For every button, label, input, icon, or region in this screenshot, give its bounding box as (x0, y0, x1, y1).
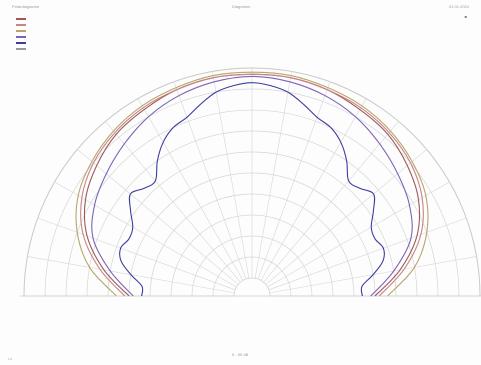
legend-swatch (16, 29, 26, 32)
grid-spoke (137, 98, 244, 281)
series-line (75, 71, 429, 297)
legend-swatch (16, 47, 26, 50)
legend-item (16, 46, 27, 51)
legend-swatch (16, 41, 26, 44)
grid-spoke (54, 181, 237, 288)
header-left-label: Polardiagramm (12, 4, 40, 9)
header-right-label: 01.01.2024 (448, 4, 469, 9)
legend-swatch (16, 23, 26, 26)
legend-item (16, 40, 27, 45)
scale-label: 0 - 90 dB (232, 352, 249, 357)
legend (16, 16, 27, 52)
legend-swatch (16, 17, 26, 20)
grid-spoke (37, 217, 236, 291)
grid-spoke (212, 71, 250, 279)
series-line (80, 73, 424, 297)
legend-item (16, 34, 27, 39)
grid-spoke (173, 81, 247, 280)
legend-swatch (16, 35, 26, 38)
legend-item (16, 22, 27, 27)
legend-item (16, 16, 27, 21)
grid-spoke (268, 217, 467, 291)
grid-spoke (263, 121, 399, 283)
series-line (119, 82, 385, 297)
grid-spoke (260, 98, 367, 281)
corner-mark: ■ (464, 14, 467, 19)
page-indicator: 1/2 (8, 357, 13, 361)
grid-spoke (257, 81, 331, 280)
grid-spoke (105, 121, 241, 283)
series-line (91, 75, 413, 297)
grid-spoke (265, 149, 427, 285)
series-group (75, 71, 429, 297)
polar-grid (20, 67, 481, 297)
grid-spoke (267, 181, 450, 288)
grid-spoke (254, 71, 292, 279)
legend-item (16, 28, 27, 33)
header-center-label: Diagramm (232, 4, 251, 9)
grid-spoke (77, 149, 239, 285)
